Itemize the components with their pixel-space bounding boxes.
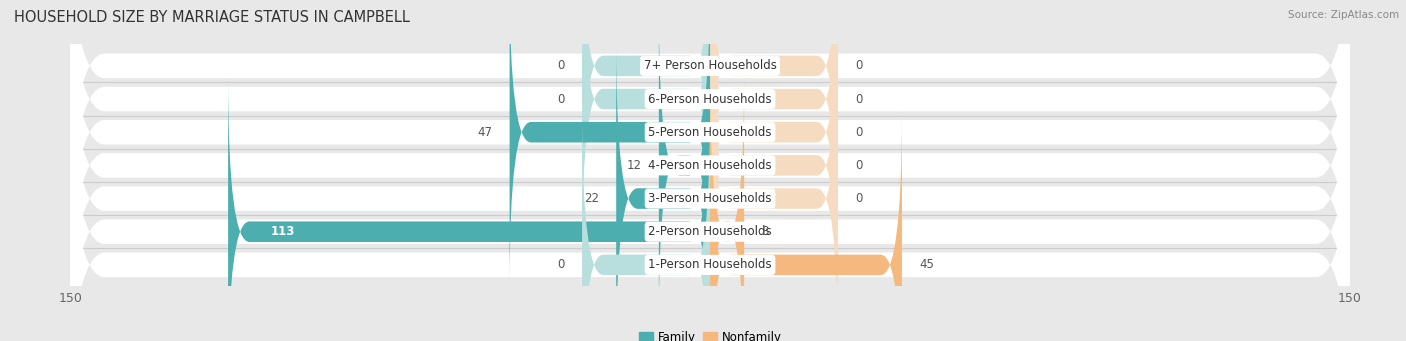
Text: 0: 0 — [558, 92, 565, 106]
FancyBboxPatch shape — [710, 0, 838, 255]
Legend: Family, Nonfamily: Family, Nonfamily — [634, 326, 786, 341]
FancyBboxPatch shape — [62, 0, 1358, 341]
FancyBboxPatch shape — [62, 0, 1358, 341]
FancyBboxPatch shape — [62, 0, 1358, 341]
Text: HOUSEHOLD SIZE BY MARRIAGE STATUS IN CAMPBELL: HOUSEHOLD SIZE BY MARRIAGE STATUS IN CAM… — [14, 10, 411, 25]
FancyBboxPatch shape — [62, 0, 1358, 341]
Text: 4-Person Households: 4-Person Households — [648, 159, 772, 172]
Text: 1-Person Households: 1-Person Households — [648, 258, 772, 271]
FancyBboxPatch shape — [710, 0, 838, 288]
FancyBboxPatch shape — [710, 0, 838, 221]
Text: 6-Person Households: 6-Person Households — [648, 92, 772, 106]
FancyBboxPatch shape — [710, 43, 838, 341]
FancyBboxPatch shape — [582, 0, 710, 255]
Text: 12: 12 — [627, 159, 641, 172]
FancyBboxPatch shape — [62, 0, 1358, 341]
Text: 2-Person Households: 2-Person Households — [648, 225, 772, 238]
Text: 45: 45 — [920, 258, 934, 271]
FancyBboxPatch shape — [659, 10, 710, 321]
FancyBboxPatch shape — [710, 109, 903, 341]
Text: 0: 0 — [855, 59, 862, 72]
Text: 0: 0 — [558, 59, 565, 72]
Text: 0: 0 — [855, 192, 862, 205]
Text: 0: 0 — [855, 92, 862, 106]
Text: 0: 0 — [558, 258, 565, 271]
FancyBboxPatch shape — [710, 76, 744, 341]
FancyBboxPatch shape — [616, 43, 710, 341]
FancyBboxPatch shape — [228, 76, 710, 341]
Text: Source: ZipAtlas.com: Source: ZipAtlas.com — [1288, 10, 1399, 20]
Text: 113: 113 — [271, 225, 295, 238]
Text: 8: 8 — [761, 225, 769, 238]
Text: 0: 0 — [855, 126, 862, 139]
Text: 0: 0 — [855, 159, 862, 172]
Text: 47: 47 — [478, 126, 492, 139]
Text: 5-Person Households: 5-Person Households — [648, 126, 772, 139]
Text: 3-Person Households: 3-Person Households — [648, 192, 772, 205]
FancyBboxPatch shape — [62, 0, 1358, 341]
FancyBboxPatch shape — [582, 0, 710, 221]
Text: 7+ Person Households: 7+ Person Households — [644, 59, 776, 72]
Text: 22: 22 — [583, 192, 599, 205]
FancyBboxPatch shape — [62, 0, 1358, 341]
FancyBboxPatch shape — [710, 10, 838, 321]
FancyBboxPatch shape — [582, 109, 710, 341]
FancyBboxPatch shape — [509, 0, 710, 288]
